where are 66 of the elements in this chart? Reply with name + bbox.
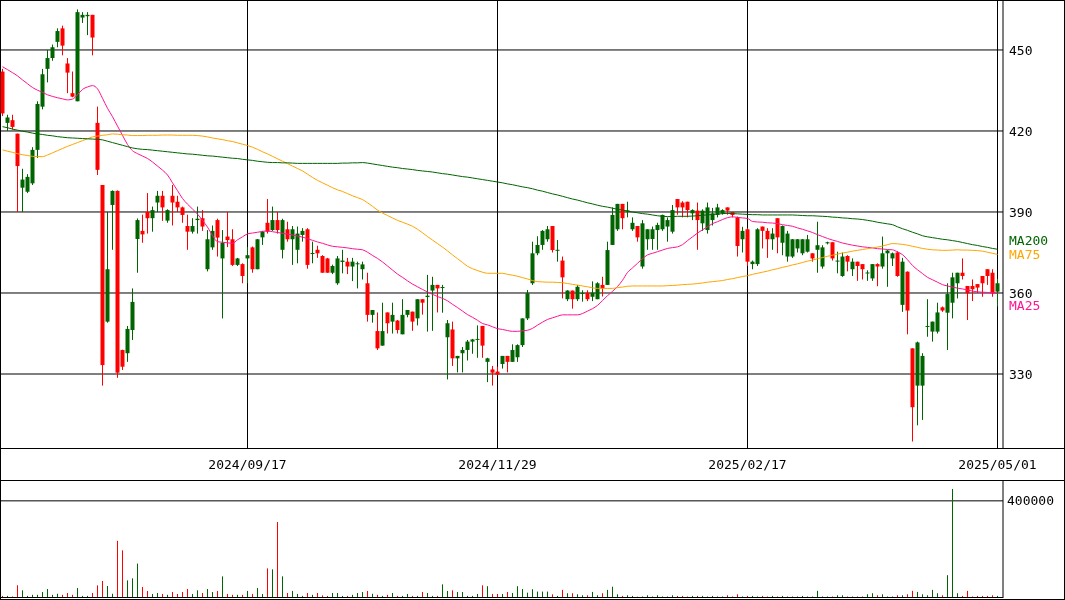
candlestick: [400, 298, 405, 335]
candlestick: [445, 319, 450, 380]
candlestick: [555, 239, 560, 263]
candlestick: [995, 278, 1000, 307]
candlestick: [185, 214, 190, 251]
candlestick: [375, 311, 380, 351]
candlestick: [820, 244, 825, 270]
candlestick: [840, 251, 845, 278]
candlestick: [65, 57, 70, 94]
candlestick: [155, 190, 160, 213]
candlestick: [380, 302, 385, 347]
candlestick: [415, 298, 420, 326]
series-label: MA200: [1009, 232, 1049, 248]
candlestick: [275, 211, 280, 235]
candlestick: [935, 302, 940, 334]
line-series: [2, 133, 998, 289]
candlestick: [990, 268, 995, 298]
candlestick: [250, 246, 255, 274]
y-tick-label: 450: [1009, 42, 1033, 58]
candlestick: [955, 272, 960, 299]
candlestick: [460, 346, 465, 373]
candlestick: [535, 235, 540, 256]
candlestick: [45, 49, 50, 83]
candlestick: [145, 192, 150, 235]
candlestick: [740, 226, 745, 253]
candlestick: [895, 250, 900, 278]
x-tick-label: 2024/09/17: [208, 457, 287, 472]
candlestick: [430, 276, 435, 332]
y-tick-label: 330: [1009, 366, 1033, 382]
candlestick: [150, 206, 155, 233]
candlestick: [475, 324, 480, 359]
candlestick: [880, 236, 885, 270]
candlestick: [440, 284, 445, 314]
text: 400000: [1007, 493, 1054, 509]
candlestick: [55, 27, 60, 48]
candlestick: [485, 357, 490, 383]
candlestick: [160, 190, 165, 222]
candlestick: [775, 217, 780, 254]
candlestick: [310, 241, 315, 264]
candlestick: [70, 71, 75, 98]
y-tick-label: 420: [1009, 123, 1033, 139]
candlestick: [385, 311, 390, 334]
x-tick-label: 2025/02/17: [708, 457, 787, 472]
candlestick: [245, 246, 250, 284]
candlestick: [465, 339, 470, 362]
candlestick: [60, 25, 65, 56]
candlestick: [670, 204, 675, 235]
candlestick: [270, 206, 275, 232]
series-label: MA75: [1009, 246, 1041, 262]
candlestick: [480, 325, 485, 359]
candlestick: [110, 189, 115, 251]
candlestick: [390, 302, 395, 334]
candlestick: [560, 256, 565, 299]
candlestick: [765, 227, 770, 259]
x-tick-label: 2024/11/29: [458, 457, 537, 472]
y-tick-label: 390: [1009, 204, 1033, 220]
candlestick: [355, 261, 360, 289]
candlestick: [580, 289, 585, 303]
candlestick: [240, 262, 245, 284]
x-tick-label: 2025/05/01: [958, 457, 1037, 472]
candlestick: [875, 262, 880, 287]
candlestick: [135, 217, 140, 274]
candlestick: [220, 229, 225, 319]
candlestick: [215, 218, 220, 258]
candlestick: [960, 257, 965, 280]
candlestick: [90, 14, 95, 56]
